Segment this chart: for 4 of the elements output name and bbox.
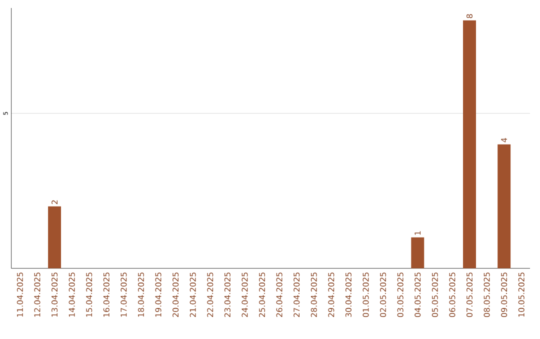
- bar: [411, 237, 424, 268]
- bar: [48, 206, 62, 268]
- bar: [498, 144, 511, 268]
- bar: [463, 20, 476, 268]
